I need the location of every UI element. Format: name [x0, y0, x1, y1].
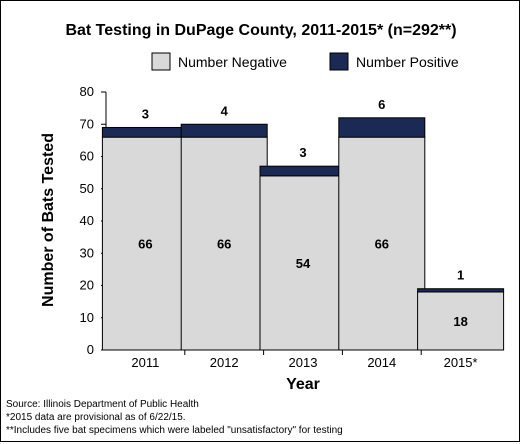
- y-axis-ticks: 0 10 20 30 40 50 60 70 80: [80, 84, 106, 357]
- x-tick-label: 2012: [210, 355, 239, 370]
- y-tick-label: 70: [80, 116, 94, 131]
- data-label-negative: 66: [375, 237, 389, 252]
- bar-negative: [180, 136, 268, 351]
- legend-label: Number Negative: [178, 54, 287, 70]
- data-label-negative: 54: [296, 256, 311, 271]
- provisional-note: *2015 data are provisional as of 6/22/15…: [6, 412, 186, 423]
- y-tick-label: 30: [80, 245, 94, 260]
- source-note: Source: Illinois Department of Public He…: [6, 399, 199, 410]
- x-tick-label: 2011: [131, 355, 159, 370]
- data-label-positive: 3: [142, 106, 149, 121]
- bar-positive: [417, 288, 505, 293]
- y-tick-label: 10: [80, 310, 94, 325]
- data-label-positive: 1: [457, 268, 464, 283]
- data-label-positive: 4: [221, 103, 229, 118]
- data-label-positive: 6: [378, 97, 385, 112]
- x-axis-ticks: 2011 2012 2013 2014 2015*: [131, 350, 478, 370]
- x-tick-label: 2014: [367, 355, 396, 370]
- bar-negative: [101, 136, 189, 351]
- y-axis-label: Number of Bats Tested: [40, 133, 57, 307]
- bar-negative: [338, 136, 426, 351]
- y-tick-label: 0: [87, 342, 94, 357]
- bar-positive: [180, 123, 268, 138]
- footnotes: Source: Illinois Department of Public He…: [6, 398, 343, 437]
- bar-negative: [259, 175, 347, 351]
- bar-negative: [417, 291, 505, 351]
- legend-swatch: [151, 52, 171, 71]
- legend-swatch: [329, 52, 349, 71]
- data-label-negative: 18: [453, 314, 467, 329]
- y-tick-label: 20: [80, 278, 94, 293]
- specimen-note: **Includes five bat specimens which were…: [6, 425, 343, 436]
- bar-positive: [259, 165, 347, 177]
- data-label-positive: 3: [299, 145, 306, 160]
- x-tick-label: 2013: [289, 355, 318, 370]
- y-tick-label: 50: [80, 181, 94, 196]
- y-tick-label: 40: [80, 213, 94, 228]
- y-tick-label: 80: [80, 84, 94, 99]
- x-tick-label: 2015*: [444, 355, 478, 370]
- bar-positive: [338, 117, 426, 138]
- bar-positive: [101, 126, 189, 138]
- chart-legend: Number Negative Number Positive: [151, 52, 459, 71]
- data-label-negative: 66: [138, 237, 152, 252]
- chart-title: Bat Testing in DuPage County, 2011-2015*…: [65, 22, 456, 39]
- x-axis-label: Year: [286, 376, 320, 393]
- data-label-negative: 66: [217, 237, 231, 252]
- y-tick-label: 60: [80, 149, 94, 164]
- legend-label: Number Positive: [356, 54, 459, 70]
